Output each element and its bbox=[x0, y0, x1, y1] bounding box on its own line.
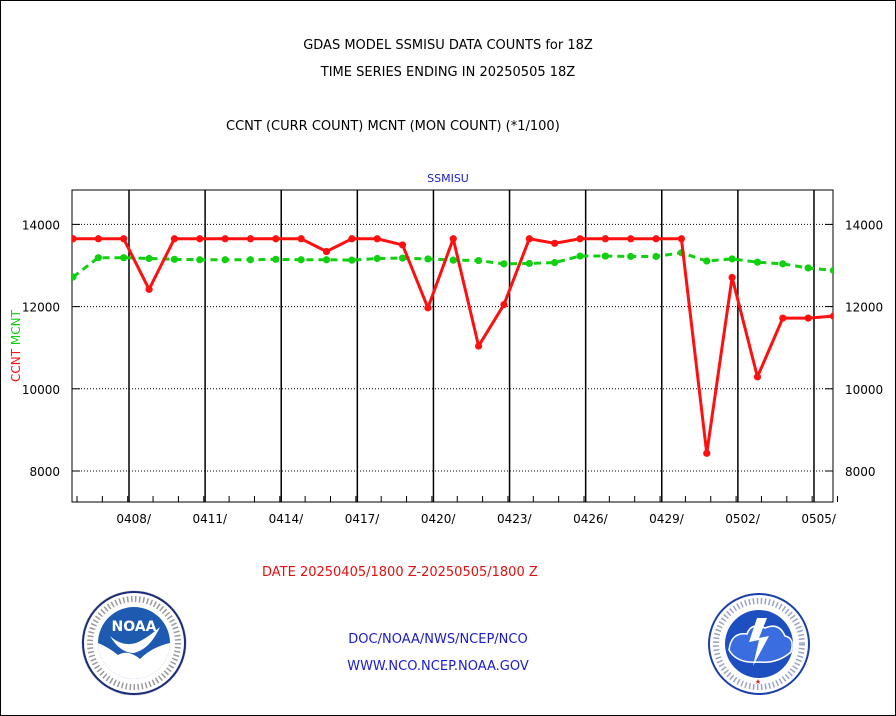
point-ccnt bbox=[829, 312, 833, 320]
point-ccnt bbox=[601, 235, 609, 243]
point-ccnt bbox=[855, 342, 862, 349]
y-tick-label-left: 14000 bbox=[22, 218, 60, 232]
y-axis-label-mcnt: MCNT bbox=[9, 309, 23, 349]
point-mcnt bbox=[221, 256, 229, 264]
x-tick-label: 0408/ bbox=[116, 512, 152, 526]
point-ccnt bbox=[424, 304, 432, 312]
point-ccnt bbox=[196, 235, 204, 243]
point-mcnt bbox=[72, 273, 77, 281]
point-ccnt bbox=[120, 235, 128, 243]
chart-subtitle: CCNT (CURR COUNT) MCNT (MON COUNT) (*1/1… bbox=[226, 119, 560, 134]
point-ccnt bbox=[449, 235, 457, 243]
point-mcnt bbox=[627, 252, 635, 261]
noaa-logo-text: NOAA bbox=[112, 619, 157, 635]
point-mcnt bbox=[500, 260, 508, 268]
point-ccnt bbox=[779, 314, 787, 322]
website-link[interactable]: WWW.NCO.NCEP.NOAA.GOV bbox=[347, 659, 529, 674]
series-group bbox=[72, 235, 862, 457]
point-ccnt bbox=[576, 235, 584, 243]
chart-title: GDAS MODEL SSMISU DATA COUNTS for 18Z bbox=[303, 38, 593, 53]
point-mcnt bbox=[424, 255, 432, 263]
doc-link-text[interactable]: DOC/NOAA/NWS/NCEP/NCO bbox=[348, 632, 528, 647]
point-mcnt bbox=[779, 260, 787, 268]
point-ccnt bbox=[753, 373, 762, 381]
point-ccnt bbox=[627, 235, 635, 243]
point-mcnt bbox=[398, 254, 407, 262]
point-mcnt bbox=[449, 256, 457, 264]
point-ccnt bbox=[272, 235, 280, 243]
point-mcnt bbox=[196, 256, 204, 264]
point-mcnt bbox=[348, 256, 356, 264]
point-mcnt bbox=[322, 256, 331, 264]
point-mcnt bbox=[829, 266, 833, 274]
point-ccnt bbox=[322, 247, 331, 256]
point-ccnt bbox=[500, 300, 508, 309]
point-mcnt bbox=[170, 255, 178, 263]
point-ccnt bbox=[804, 314, 812, 322]
x-tick-label: 0429/ bbox=[649, 512, 685, 526]
point-mcnt bbox=[145, 254, 153, 263]
y-tick-label-left: 12000 bbox=[22, 301, 60, 315]
point-mcnt bbox=[94, 254, 102, 262]
x-tick-label: 0414/ bbox=[269, 512, 305, 526]
point-ccnt bbox=[72, 235, 77, 243]
y-tick-label-left: 10000 bbox=[22, 383, 60, 397]
x-tick-label: 0411/ bbox=[193, 512, 229, 526]
point-mcnt bbox=[373, 254, 381, 263]
point-mcnt bbox=[576, 252, 584, 260]
point-ccnt bbox=[94, 235, 102, 243]
y-tick-label-right: 10000 bbox=[845, 383, 883, 397]
point-ccnt bbox=[246, 235, 255, 243]
point-mcnt bbox=[804, 264, 812, 272]
point-ccnt bbox=[728, 273, 736, 282]
point-ccnt bbox=[221, 235, 229, 243]
chart-title-line2: TIME SERIES ENDING IN 20250505 18Z bbox=[320, 65, 576, 80]
y-tick-label-left: 8000 bbox=[29, 465, 60, 479]
x-tick-label: 0505/ bbox=[801, 512, 837, 526]
point-ccnt bbox=[703, 449, 711, 457]
y-tick-label-right: 12000 bbox=[845, 301, 883, 315]
y-tick-label-right: 14000 bbox=[845, 218, 883, 232]
point-ccnt bbox=[373, 235, 381, 243]
date-range: DATE 20250405/1800 Z-20250505/1800 Z bbox=[262, 565, 538, 580]
x-tick-label: 0420/ bbox=[421, 512, 457, 526]
point-mcnt bbox=[272, 255, 280, 263]
x-tick-label: 0502/ bbox=[725, 512, 761, 526]
x-tick-label: 0417/ bbox=[345, 512, 381, 526]
point-ccnt bbox=[475, 342, 483, 350]
point-ccnt bbox=[145, 285, 153, 293]
point-mcnt bbox=[120, 254, 128, 262]
point-mcnt bbox=[246, 256, 255, 264]
point-mcnt bbox=[601, 252, 609, 260]
point-ccnt bbox=[170, 235, 178, 243]
point-ccnt bbox=[398, 241, 407, 249]
point-ccnt bbox=[525, 235, 533, 243]
y-axis-label-ccnt: CCNT bbox=[9, 348, 23, 382]
point-ccnt bbox=[652, 235, 660, 243]
series-label: SSMISU bbox=[427, 172, 469, 185]
series-line-ccnt bbox=[73, 237, 833, 455]
point-mcnt bbox=[703, 257, 711, 265]
point-ccnt bbox=[677, 235, 686, 243]
x-tick-label: 0423/ bbox=[497, 512, 533, 526]
y-axis-label: CCNT MCNT bbox=[9, 309, 23, 382]
y-tick-label-right: 8000 bbox=[845, 465, 876, 479]
point-ccnt bbox=[551, 239, 559, 247]
noaa-logo-icon: NOAA bbox=[81, 590, 187, 696]
point-mcnt bbox=[525, 259, 533, 268]
point-mcnt bbox=[753, 258, 762, 266]
point-ccnt bbox=[348, 235, 356, 243]
point-mcnt bbox=[297, 256, 305, 264]
point-mcnt bbox=[551, 259, 559, 267]
nws-logo-icon bbox=[708, 593, 810, 695]
point-ccnt bbox=[297, 235, 305, 243]
x-tick-label: 0426/ bbox=[573, 512, 609, 526]
point-mcnt bbox=[728, 255, 736, 263]
point-mcnt bbox=[475, 256, 483, 265]
point-mcnt bbox=[652, 252, 660, 261]
